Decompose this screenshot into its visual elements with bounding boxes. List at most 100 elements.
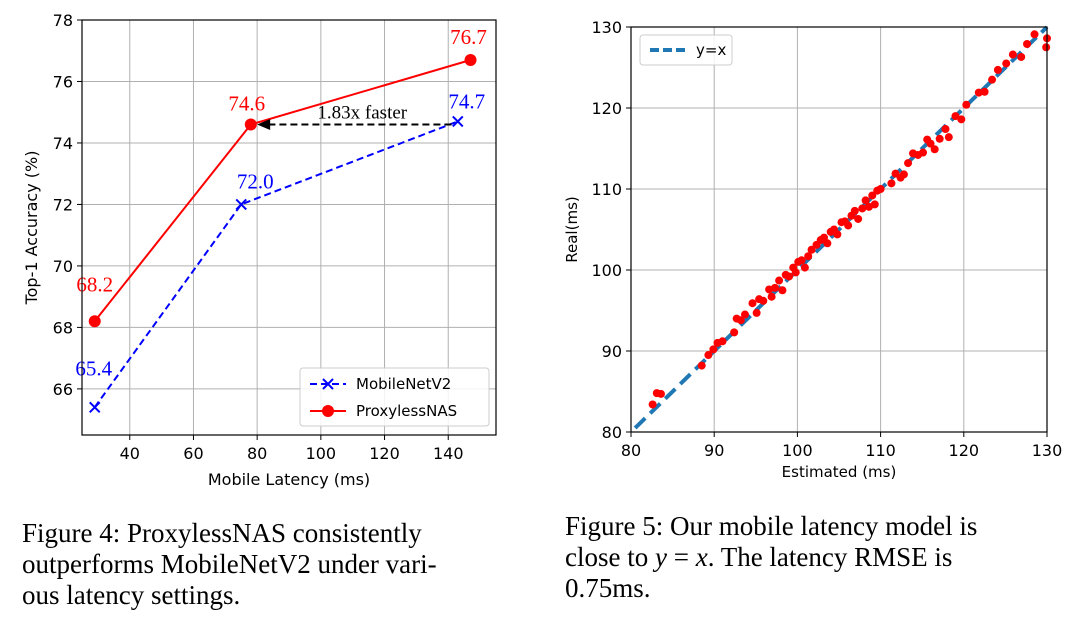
legend-proxylessnas-marker (322, 405, 334, 417)
latency-data-point (775, 276, 784, 285)
proxylessnas-data-label: 74.6 (228, 92, 265, 116)
c2-y-axis-label: Real(ms) (563, 196, 581, 262)
latency-data-point (778, 286, 787, 295)
latency-data-point (791, 268, 800, 277)
latency-data-point (730, 328, 739, 337)
latency-data-point (935, 134, 944, 143)
latency-data-point (1008, 50, 1017, 59)
latency-data-point (807, 245, 816, 254)
figure-4-caption-line-1: Figure 4: ProxylessNAS consistently (22, 518, 422, 548)
latency-data-point (957, 115, 966, 124)
latency-data-point (804, 252, 813, 261)
latency-data-point (1042, 43, 1051, 52)
c2-x-tick-label: 110 (865, 441, 896, 460)
latency-data-point (1002, 59, 1011, 68)
fig5-var-y: y (654, 542, 667, 572)
latency-data-point (876, 185, 885, 193)
latency-data-point (899, 170, 908, 179)
latency-data-point (887, 179, 896, 188)
latency-data-point (823, 239, 832, 248)
c1-x-tick-label: 140 (433, 444, 464, 463)
figure-4-caption-line-3: ous latency settings. (22, 580, 241, 610)
latency-data-point (868, 191, 877, 200)
latency-data-point (861, 196, 870, 205)
c2-x-axis-label: Estimated (ms) (782, 463, 897, 481)
latency-data-point (648, 400, 657, 409)
mobilenetv2-marker (235, 198, 247, 211)
legend-reference-label: y=x (696, 41, 726, 59)
mobilenetv2-series-line (93, 120, 459, 408)
latency-data-point (993, 65, 1002, 74)
figure-5-caption-line-3: 0.75ms. (565, 573, 651, 603)
mobilenetv2-data-label: 74.7 (448, 89, 485, 113)
latency-data-point (930, 145, 939, 154)
mobilenetv2-marker (89, 401, 101, 414)
c2-y-tick-label: 100 (591, 261, 622, 280)
latency-data-point (944, 133, 953, 142)
c1-x-axis-label: Mobile Latency (ms) (208, 470, 370, 489)
c2-x-tick-label: 100 (782, 441, 813, 460)
latency-data-point (1017, 52, 1026, 61)
c2-y-tick-label: 130 (591, 18, 622, 37)
latency-data-point (752, 308, 761, 317)
figure-4-caption-line-2: outperforms MobileNetV2 under vari- (22, 549, 437, 579)
c1-y-tick-label: 72 (53, 195, 73, 214)
latency-data-point (656, 389, 665, 398)
y-equals-x-reference-line (633, 25, 1049, 430)
c1-x-tick-label: 100 (306, 444, 337, 463)
mobilenetv2-data-label: 65.4 (75, 356, 112, 380)
latency-data-point (974, 88, 983, 97)
latency-data-point (844, 221, 853, 230)
c1-x-tick-label: 60 (183, 444, 203, 463)
proxylessnas-marker (88, 315, 101, 328)
c1-x-tick-label: 120 (369, 444, 400, 463)
latency-data-point (1030, 30, 1039, 39)
latency-data-point (736, 316, 745, 325)
latency-model-scatter-chart: 80 90 100 110 120 130 80 90 100 110 120 130 y=x Estim… (563, 18, 1062, 481)
latency-data-point (858, 204, 867, 213)
fig5-equals: = (666, 542, 696, 572)
figure-5-caption: Figure 5: Our mobile latency model is cl… (565, 511, 1065, 604)
c1-y-tick-label: 78 (53, 11, 73, 30)
latency-data-point (854, 214, 863, 223)
latency-data-point (697, 361, 706, 370)
proxylessnas-data-label: 76.7 (450, 25, 487, 49)
speedup-annotation: 1.83x faster (317, 103, 407, 124)
c1-y-tick-label: 76 (53, 72, 73, 91)
latency-data-point (980, 87, 989, 96)
latency-data-point (919, 148, 928, 157)
latency-data-point (759, 296, 768, 305)
latency-data-point (718, 337, 727, 346)
latency-data-point (709, 345, 718, 354)
c2-y-tick-label: 80 (602, 423, 622, 442)
c2-x-tick-label: 130 (1032, 441, 1063, 460)
latency-data-point (850, 206, 859, 215)
latency-data-point (785, 272, 794, 281)
fig5-text-a: close to (565, 542, 655, 572)
c2-plot-frame (630, 26, 1048, 433)
latency-data-point (748, 299, 757, 308)
latency-accuracy-chart: 40 60 80 100 120 140 66 68 70 72 74 76 78 65.4 72.0 74.… (22, 11, 497, 489)
c1-y-tick-label: 68 (53, 318, 73, 337)
latency-data-point (926, 139, 935, 148)
c1-x-tick-label: 40 (120, 444, 140, 463)
latency-data-point (704, 351, 713, 360)
speedup-arrow-head (257, 119, 271, 131)
latency-data-point (904, 159, 913, 168)
latency-data-point (870, 200, 879, 209)
legend-proxylessnas-label: ProxylessNAS (356, 402, 457, 420)
latency-data-point (800, 263, 809, 272)
c2-y-tick-label: 110 (591, 180, 622, 199)
proxylessnas-marker (464, 53, 477, 66)
c2-y-tick-label: 120 (591, 99, 622, 118)
c1-y-tick-label: 70 (53, 257, 73, 276)
latency-data-point (797, 256, 806, 265)
latency-data-point (833, 230, 842, 239)
c1-y-axis-label: Top-1 Accuracy (%) (22, 151, 41, 306)
proxylessnas-marker (244, 118, 257, 131)
latency-data-point (962, 100, 971, 109)
c2-legend-box (639, 34, 733, 66)
latency-data-point (740, 310, 749, 319)
latency-data-point (988, 75, 997, 84)
latency-data-point (951, 112, 960, 121)
